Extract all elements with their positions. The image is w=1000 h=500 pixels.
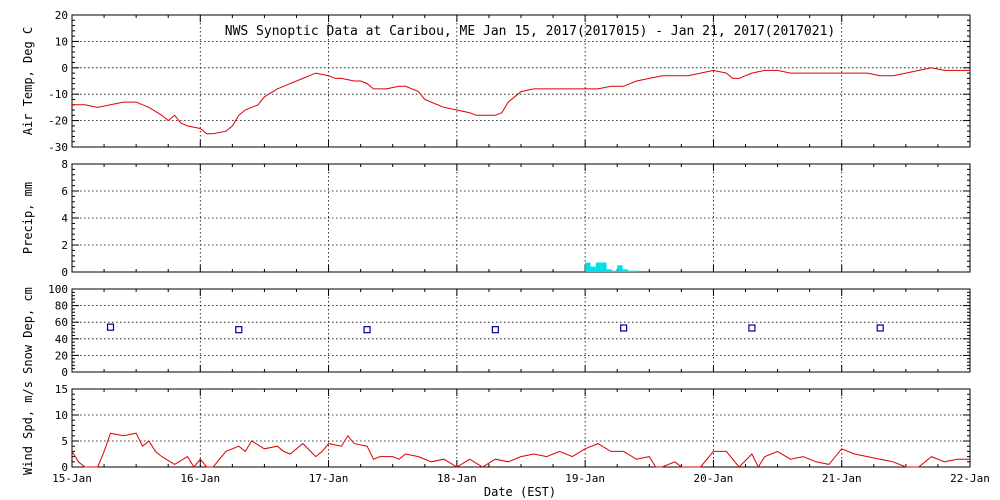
y-tick-label: 5 [61, 435, 68, 448]
y-tick-label: 8 [61, 158, 68, 171]
y-tick-label: 0 [61, 62, 68, 75]
y-tick-label: 40 [55, 333, 68, 346]
y-tick-label: 4 [61, 212, 68, 225]
x-tick-label: 15-Jan [52, 472, 92, 485]
x-tick-label: 18-Jan [437, 472, 477, 485]
y-tick-label: -20 [48, 115, 68, 128]
y-tick-label: 100 [48, 283, 68, 296]
x-tick-label: 20-Jan [694, 472, 734, 485]
y-tick-label: 10 [55, 35, 68, 48]
panel-frame [71, 14, 971, 148]
panel-snow-depth: 0 20 40 60 80 100 Snow Dep, cm [21, 283, 971, 379]
y-axis-label: Air Temp, Deg C [21, 27, 35, 135]
y-tick-label: 0 [61, 266, 68, 279]
y-tick-label: 80 [55, 300, 68, 313]
x-tick-label: 19-Jan [565, 472, 605, 485]
y-axis-label: Precip, mm [21, 182, 35, 254]
y-tick-label: 20 [55, 9, 68, 22]
panel-frame [71, 288, 971, 373]
panel-air-temp: -30 -20 -10 0 10 20 Air Temp, Deg C [21, 9, 971, 154]
precip-bar [611, 270, 618, 272]
snow-depth-point [363, 326, 371, 334]
y-tick-label: -10 [48, 88, 68, 101]
snow-depth-point [106, 323, 115, 331]
x-tick-label: 21-Jan [822, 472, 862, 485]
snow-depth-point [235, 326, 243, 334]
x-axis: 15-Jan 16-Jan 17-Jan 18-Jan 19-Jan 20-Jan 21-J… [52, 472, 990, 485]
y-tick-label: 15 [55, 383, 68, 396]
precip-bar [606, 269, 612, 272]
y-tick-label: 0 [61, 366, 68, 379]
y-axis-label: Snow Dep, cm [21, 287, 35, 374]
panel-frame [71, 163, 971, 273]
precip-bar [585, 262, 591, 272]
y-axis-label: Wind Spd, m/s [21, 381, 35, 475]
y-tick-label: 10 [55, 409, 68, 422]
precip-bar [633, 270, 639, 272]
y-tick-label: 20 [55, 349, 68, 362]
precip-bar [595, 262, 602, 272]
y-tick-label: 2 [61, 239, 68, 252]
precip-bar [617, 265, 623, 272]
precip-bar [601, 262, 607, 272]
y-tick-label: 0 [61, 461, 68, 474]
snow-depth-point [491, 326, 499, 334]
x-tick-label: 16-Jan [180, 472, 220, 485]
snow-depth-point [620, 324, 628, 332]
chart-title: NWS Synoptic Data at Caribou, ME Jan 15,… [225, 24, 835, 39]
snow-depth-point [748, 324, 756, 332]
panel-wind-speed: 0 5 10 15 Wind Spd, m/s [21, 381, 971, 475]
precip-bar [622, 269, 628, 272]
x-axis-label: Date (EST) [484, 485, 556, 499]
panel-frame [71, 388, 971, 468]
y-tick-label: -30 [48, 141, 68, 154]
y-tick-label: 6 [61, 185, 68, 198]
data-line [72, 67, 970, 135]
y-tick-label: 60 [55, 316, 68, 329]
data-line [71, 432, 970, 469]
precip-bar [627, 270, 634, 272]
x-tick-label: 17-Jan [309, 472, 349, 485]
snow-depth-point [876, 324, 884, 332]
precip-bar [590, 266, 596, 272]
panel-precip: 0 2 4 6 8 Precip, mm [21, 158, 971, 279]
x-tick-label: 22-Jan [950, 472, 990, 485]
